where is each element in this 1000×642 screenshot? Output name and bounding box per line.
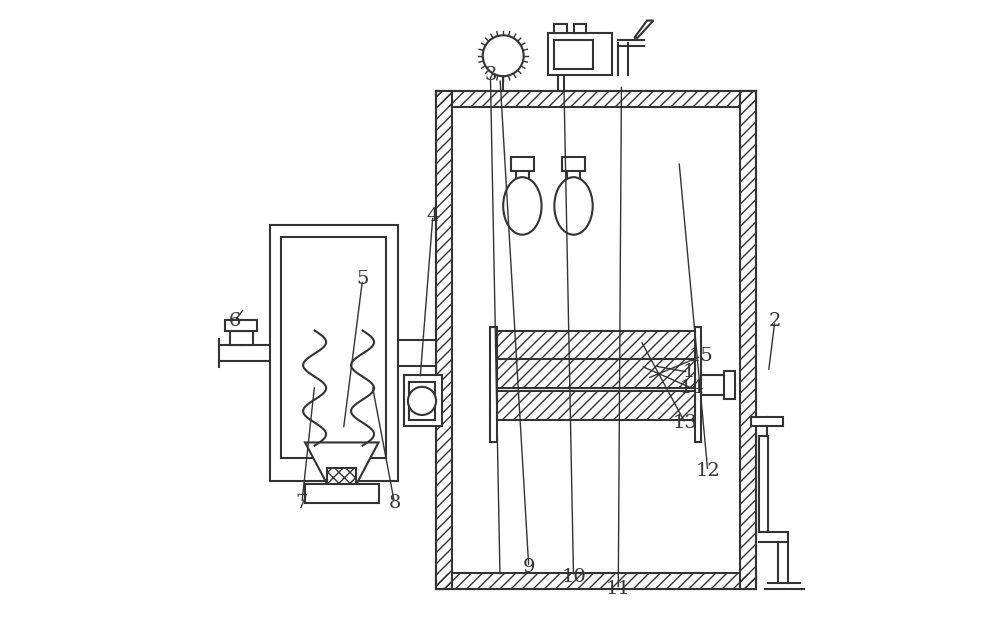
- Ellipse shape: [554, 177, 593, 235]
- Bar: [497, 392, 695, 420]
- Bar: [404, 376, 442, 426]
- Bar: [562, 157, 585, 171]
- Text: 5: 5: [356, 270, 369, 288]
- Bar: [724, 371, 735, 399]
- Bar: [225, 320, 257, 331]
- Text: 9: 9: [523, 558, 535, 576]
- Bar: [436, 573, 756, 589]
- Bar: [409, 382, 435, 420]
- Bar: [695, 327, 701, 442]
- Text: 3: 3: [484, 66, 497, 84]
- Text: 12: 12: [695, 462, 720, 480]
- Bar: [436, 91, 756, 107]
- Bar: [740, 91, 756, 589]
- Bar: [574, 24, 586, 33]
- Text: 4: 4: [427, 207, 439, 225]
- Text: 1: 1: [682, 363, 695, 381]
- Bar: [497, 360, 695, 388]
- Bar: [554, 40, 593, 69]
- Text: 7: 7: [296, 494, 308, 512]
- Bar: [740, 91, 756, 589]
- Text: 15: 15: [689, 347, 714, 365]
- Text: 11: 11: [606, 580, 631, 598]
- Bar: [751, 417, 783, 426]
- Bar: [497, 331, 695, 360]
- Bar: [490, 327, 497, 442]
- Bar: [281, 237, 386, 458]
- Text: 8: 8: [388, 494, 401, 512]
- Bar: [554, 24, 567, 33]
- Text: 13: 13: [673, 414, 698, 432]
- Bar: [436, 91, 756, 107]
- Bar: [436, 91, 452, 589]
- Ellipse shape: [503, 177, 542, 235]
- Bar: [452, 107, 740, 573]
- Bar: [305, 484, 379, 503]
- Bar: [270, 225, 398, 481]
- Bar: [548, 33, 612, 75]
- Text: 10: 10: [561, 568, 586, 586]
- Polygon shape: [327, 468, 356, 484]
- Text: 14: 14: [679, 379, 704, 397]
- Text: 2: 2: [769, 312, 781, 330]
- Bar: [497, 360, 695, 388]
- Circle shape: [483, 35, 524, 76]
- Circle shape: [408, 387, 436, 415]
- Bar: [436, 573, 756, 589]
- Bar: [436, 91, 452, 589]
- Bar: [511, 157, 534, 171]
- Bar: [497, 331, 695, 360]
- Text: 6: 6: [229, 312, 241, 330]
- Bar: [497, 392, 695, 420]
- Bar: [230, 331, 253, 345]
- Polygon shape: [634, 21, 653, 38]
- Polygon shape: [305, 442, 379, 484]
